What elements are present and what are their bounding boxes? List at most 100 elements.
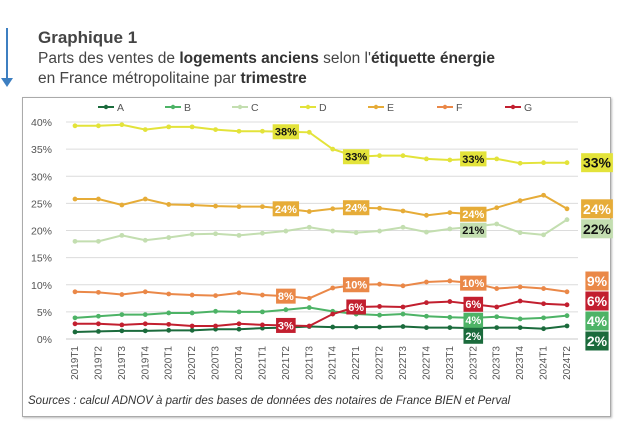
data-point [447, 314, 453, 320]
data-point [72, 315, 78, 321]
x-tick-label: 2024T2 [562, 346, 573, 380]
data-label-c: 22% [581, 219, 613, 239]
data-point [400, 283, 406, 289]
data-point [96, 329, 101, 334]
data-point [330, 324, 336, 330]
data-point [377, 304, 382, 309]
legend-marker [170, 104, 176, 110]
data-point [517, 198, 523, 204]
data-point [142, 237, 148, 243]
data-point [377, 153, 382, 159]
data-label-bg [585, 311, 609, 331]
data-label-bg [460, 275, 487, 291]
legend-marker [442, 104, 448, 110]
data-point [166, 310, 172, 316]
data-label-c: 21% [460, 222, 487, 238]
x-tick-label: 2023T2 [468, 346, 479, 380]
data-point [564, 302, 570, 308]
x-tick-label: 2021T2 [281, 346, 292, 380]
x-tick-label: 2022T2 [375, 346, 386, 380]
data-point [564, 313, 570, 319]
data-label-bg [585, 331, 609, 351]
data-point [541, 286, 546, 291]
data-point [564, 206, 570, 212]
data-point [72, 196, 78, 202]
chart-title: Graphique 1 [38, 28, 138, 47]
data-point [260, 128, 265, 134]
data-label-bg [460, 222, 487, 238]
data-point [189, 323, 195, 329]
data-point [213, 308, 218, 314]
data-point [447, 157, 453, 163]
data-point [494, 314, 500, 320]
data-point [96, 313, 101, 319]
data-label-f: 8% [276, 288, 296, 304]
subtitle-text: Parts des ventes de [38, 50, 180, 67]
data-point [424, 212, 429, 218]
data-point [142, 127, 148, 132]
data-label-text: 33% [462, 154, 484, 166]
data-label-text: 10% [462, 278, 484, 290]
data-point [166, 327, 172, 333]
data-point [236, 309, 242, 315]
data-label-bg [581, 199, 613, 219]
data-point [119, 202, 125, 208]
data-point [564, 323, 570, 329]
data-label-d: 33% [342, 149, 370, 165]
data-point [96, 196, 101, 202]
y-tick-label: 20% [31, 226, 52, 238]
data-point [213, 127, 218, 132]
data-label-bg [460, 206, 487, 222]
data-point [236, 321, 242, 327]
data-point [260, 309, 265, 315]
series-line [74, 306, 568, 320]
data-point [400, 208, 406, 214]
data-label-text: 6% [587, 293, 608, 309]
x-tick-label: 2021T4 [328, 346, 339, 380]
legend-marker [237, 104, 243, 110]
data-point [213, 293, 218, 298]
x-tick-label: 2020T3 [211, 346, 222, 380]
data-point [96, 321, 101, 327]
legend-marker [510, 104, 516, 110]
data-point [541, 301, 546, 307]
data-label-a: 2% [585, 331, 609, 351]
x-tick-label: 2023T3 [492, 346, 503, 380]
x-tick-label: 2021T3 [304, 346, 315, 380]
data-label-text: 2% [587, 333, 608, 349]
data-point [353, 230, 359, 236]
data-point [260, 292, 265, 298]
series-line [75, 123, 567, 165]
data-point [494, 286, 500, 291]
data-point [119, 292, 125, 297]
legend-item-d: D [300, 102, 327, 114]
data-point [72, 238, 78, 244]
subtitle-bold: trimestre [240, 70, 307, 87]
data-point [424, 300, 429, 306]
data-label-bg [463, 296, 484, 312]
data-label-d: 38% [272, 124, 300, 140]
data-label-g: 3% [276, 317, 296, 333]
data-point [494, 156, 500, 162]
data-point [236, 290, 242, 296]
data-point [517, 160, 523, 166]
x-tick-label: 2023T1 [445, 346, 456, 380]
data-point [96, 123, 101, 129]
data-point [96, 289, 101, 295]
data-point [330, 146, 336, 152]
data-point [447, 299, 453, 304]
data-label-g: 6% [346, 299, 366, 315]
data-point [260, 322, 265, 328]
data-point [189, 202, 195, 208]
x-tick-label: 2023T4 [515, 346, 526, 380]
data-point [564, 160, 570, 166]
data-point [400, 153, 406, 159]
data-point [400, 224, 406, 230]
subtitle-bold: logements anciens [179, 50, 319, 67]
data-label-e: 24% [581, 199, 613, 219]
legend-item-a: A [98, 102, 124, 114]
data-point [517, 298, 523, 304]
data-label-text: 2% [465, 331, 481, 343]
data-point [306, 224, 312, 230]
